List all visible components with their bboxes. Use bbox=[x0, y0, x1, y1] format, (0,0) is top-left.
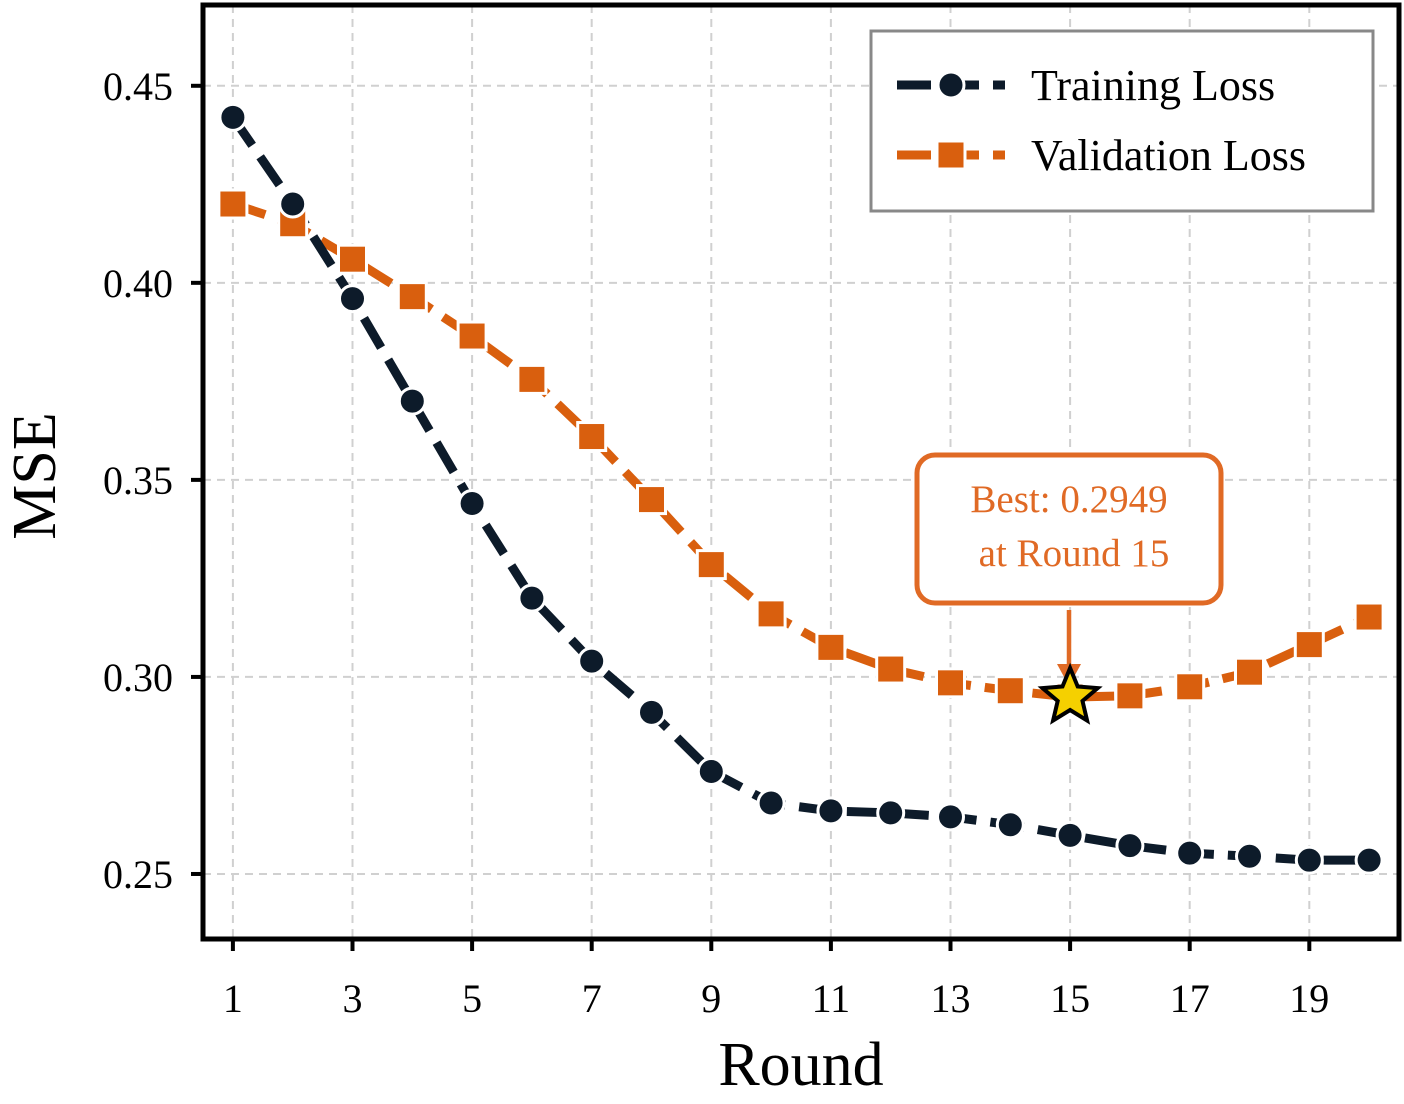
training-point bbox=[278, 189, 308, 219]
legend: Training Loss Validation Loss bbox=[869, 29, 1375, 213]
training-point bbox=[876, 798, 906, 828]
annotation-text-best: Best: 0.2949 bbox=[970, 478, 1167, 521]
series-line-validation bbox=[231, 199, 1371, 702]
training-point bbox=[936, 802, 965, 832]
validation-point bbox=[636, 484, 667, 516]
training-point bbox=[218, 102, 248, 132]
best-star-icon bbox=[1037, 662, 1103, 725]
series-layer bbox=[217, 102, 1385, 875]
validation-point bbox=[815, 631, 847, 663]
validation-point bbox=[875, 653, 907, 685]
training-point bbox=[397, 386, 427, 416]
validation-point bbox=[456, 320, 488, 352]
training-point bbox=[1055, 820, 1085, 850]
x-tick-label: 9 bbox=[701, 976, 721, 1021]
best-annotation: Best: 0.2949 at Round 15 bbox=[914, 452, 1224, 725]
validation-point bbox=[337, 243, 368, 275]
training-point bbox=[338, 284, 367, 314]
training-point bbox=[457, 489, 487, 519]
training-point bbox=[637, 697, 666, 727]
y-tick-label: 0.40 bbox=[103, 261, 173, 306]
validation-point bbox=[576, 421, 608, 453]
legend-marker-square-icon bbox=[935, 139, 967, 171]
x-tick-label: 1 bbox=[223, 976, 243, 1021]
validation-point bbox=[1353, 601, 1385, 633]
training-point bbox=[995, 810, 1025, 840]
x-tick-label: 5 bbox=[462, 976, 482, 1021]
training-point bbox=[517, 583, 547, 613]
y-tick-label: 0.30 bbox=[103, 655, 173, 700]
training-point bbox=[696, 757, 726, 787]
series-line-training bbox=[229, 114, 1370, 865]
validation-point bbox=[516, 363, 548, 395]
plot-frame bbox=[200, 2, 1402, 942]
annotation-text-round: at Round 15 bbox=[979, 532, 1170, 575]
validation-point bbox=[217, 188, 249, 220]
axes: 1 3 5 7 9 11 13 15 17 190.250.300.350.400.45 bbox=[103, 64, 1329, 1021]
x-tick-label: 15 bbox=[1050, 976, 1090, 1021]
training-point bbox=[816, 796, 846, 826]
x-axis-label: Round bbox=[718, 1031, 883, 1099]
training-point bbox=[1354, 845, 1384, 875]
y-tick-label: 0.25 bbox=[103, 852, 173, 897]
validation-point bbox=[396, 281, 428, 313]
y-tick-label: 0.45 bbox=[103, 64, 173, 109]
validation-point bbox=[1234, 656, 1265, 688]
y-axis-label: MSE bbox=[1, 412, 69, 539]
training-point bbox=[756, 788, 786, 818]
x-tick-label: 7 bbox=[582, 976, 602, 1021]
validation-point bbox=[935, 667, 966, 699]
x-tick-label: 13 bbox=[931, 976, 971, 1021]
validation-point bbox=[695, 549, 727, 581]
legend-marker-circle-icon bbox=[936, 70, 966, 100]
training-point bbox=[1175, 838, 1205, 868]
training-point bbox=[1235, 841, 1264, 871]
legend-label: Validation Loss bbox=[1031, 131, 1306, 180]
validation-point bbox=[994, 675, 1026, 707]
annotation-box bbox=[914, 452, 1224, 606]
legend-box bbox=[869, 29, 1375, 213]
training-point bbox=[577, 646, 607, 676]
validation-point bbox=[1174, 671, 1206, 703]
x-tick-label: 11 bbox=[812, 976, 851, 1021]
training-point bbox=[1115, 831, 1145, 861]
legend-label: Training Loss bbox=[1031, 61, 1275, 110]
x-tick-label: 19 bbox=[1289, 976, 1329, 1021]
y-tick-label: 0.35 bbox=[103, 458, 173, 503]
training-point bbox=[1294, 845, 1324, 875]
validation-point bbox=[1114, 680, 1146, 712]
validation-point bbox=[755, 598, 787, 630]
x-tick-label: 17 bbox=[1170, 976, 1210, 1021]
x-tick-label: 3 bbox=[343, 976, 363, 1021]
validation-point bbox=[1293, 629, 1325, 661]
